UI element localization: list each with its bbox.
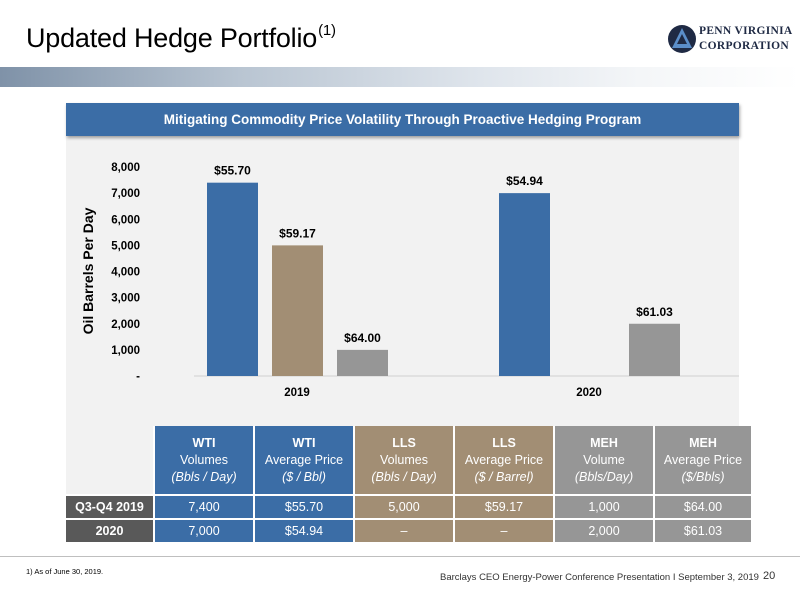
table-cell: 2,000 xyxy=(555,518,655,542)
y-tick-label: 8,000 xyxy=(111,162,140,174)
header-unit: (Bbls / Day) xyxy=(171,469,237,484)
header-commodity: MEH xyxy=(590,435,618,450)
table-cell: 7,400 xyxy=(155,494,255,518)
table-row: 2020 7,000 $54.94– –2,000 $61.03 xyxy=(66,518,753,542)
data-label-meh-2020: $61.03 xyxy=(636,305,673,319)
page-title: Updated Hedge Portfolio(1) xyxy=(26,22,336,54)
bar-meh-2020 xyxy=(629,323,680,376)
y-axis-title: Oil Barrels Per Day xyxy=(80,207,96,334)
y-tick-label: 6,000 xyxy=(111,214,140,226)
y-tick-label: - xyxy=(136,371,140,383)
table-cell: $59.17 xyxy=(455,494,555,518)
logo-emblem-icon xyxy=(668,25,696,53)
hedge-volume-chart: Oil Barrels Per Day - 1,000 2,000 3,000 4,000… xyxy=(80,162,739,399)
table-header-cell: LLS Average Price ($ / Barrel) xyxy=(455,426,555,494)
data-label-wti-2019: $55.70 xyxy=(214,164,251,178)
footer-divider xyxy=(0,556,800,557)
page-number: 20 xyxy=(763,570,776,582)
table-cell: $54.94 xyxy=(255,518,355,542)
page-title-footnote-ref: (1) xyxy=(318,22,336,39)
logo-text: PENN VIRGINIA CORPORATION xyxy=(699,24,792,54)
y-tick-label: 7,000 xyxy=(111,188,140,200)
footer-text: Barclays CEO Energy-Power Conference Pre… xyxy=(440,572,759,583)
header-metric: Average Price xyxy=(663,452,743,467)
header-metric: Volumes xyxy=(180,452,228,467)
header-metric: Volumes xyxy=(380,452,428,467)
table-cell: – xyxy=(455,518,555,542)
bar-lls-2019 xyxy=(272,245,323,376)
bar-meh-2019 xyxy=(337,349,388,376)
header-unit: ($ / Barrel) xyxy=(474,469,534,484)
header-metric: Volume xyxy=(583,452,625,467)
y-tick-label: 5,000 xyxy=(111,240,140,252)
header-commodity: MEH xyxy=(689,435,717,450)
table-cell: 5,000 xyxy=(355,494,455,518)
table-header-blank xyxy=(66,426,155,494)
table-header-cell: WTI Volumes (Bbls / Day) xyxy=(155,426,255,494)
header-metric: Average Price xyxy=(264,452,344,467)
table-cell: 1,000 xyxy=(555,494,655,518)
page-title-text: Updated Hedge Portfolio xyxy=(26,23,318,53)
x-category-label: 2020 xyxy=(576,387,602,399)
chart-panel xyxy=(66,103,739,426)
logo-line-2: CORPORATION xyxy=(699,40,789,52)
chart-banner: Mitigating Commodity Price Volatility Th… xyxy=(66,103,739,136)
table-cell: $64.00 xyxy=(655,494,753,518)
bar-wti-2020 xyxy=(499,193,550,376)
table-header-cell: LLS Volumes (Bbls / Day) xyxy=(355,426,455,494)
header-unit: (Bbls / Day) xyxy=(371,469,437,484)
data-label-meh-2019: $64.00 xyxy=(344,331,381,345)
data-label-wti-2020: $54.94 xyxy=(506,174,543,188)
table-cell: 7,000 xyxy=(155,518,255,542)
header-metric: Average Price xyxy=(464,452,544,467)
header-gradient-band xyxy=(0,67,800,87)
bar-wti-2019 xyxy=(207,182,258,376)
data-label-lls-2019: $59.17 xyxy=(279,226,316,240)
header-commodity: WTI xyxy=(192,435,216,450)
table-cell: $55.70 xyxy=(255,494,355,518)
y-tick-label: 4,000 xyxy=(111,267,140,279)
table-header-cell: MEH Average Price ($/Bbls) xyxy=(655,426,753,494)
footnote: 1) As of June 30, 2019. xyxy=(26,567,104,576)
x-category-label: 2019 xyxy=(284,387,310,399)
header-commodity: LLS xyxy=(492,435,516,450)
header-commodity: LLS xyxy=(392,435,416,450)
header-commodity: WTI xyxy=(292,435,316,450)
table-header-cell: WTI Average Price ($ / Bbl) xyxy=(255,426,355,494)
logo-line-1: PENN VIRGINIA xyxy=(699,25,793,37)
table-cell: $61.03 xyxy=(655,518,753,542)
header-unit: (Bbls/Day) xyxy=(574,469,634,484)
company-logo: PENN VIRGINIA CORPORATION xyxy=(667,22,797,58)
hedge-table: WTI Volumes (Bbls / Day) WTI Average Price ($… xyxy=(66,426,753,542)
table-row-label: Q3-Q4 2019 xyxy=(66,494,155,518)
header-unit: ($/Bbls) xyxy=(681,469,725,484)
table-header-row: WTI Volumes (Bbls / Day) WTI Average Price ($… xyxy=(66,426,753,494)
table-row: Q3-Q4 2019 7,400 $55.70 5,000 $59.17 1,000 $64… xyxy=(66,494,753,518)
header-unit: ($ / Bbl) xyxy=(282,469,326,484)
table-row-label: 2020 xyxy=(66,518,155,542)
y-tick-label: 1,000 xyxy=(111,345,140,357)
table-cell: – xyxy=(355,518,455,542)
table-header-cell: MEH Volume (Bbls/Day) xyxy=(555,426,655,494)
y-tick-label: 3,000 xyxy=(111,293,140,305)
y-tick-label: 2,000 xyxy=(111,319,140,331)
